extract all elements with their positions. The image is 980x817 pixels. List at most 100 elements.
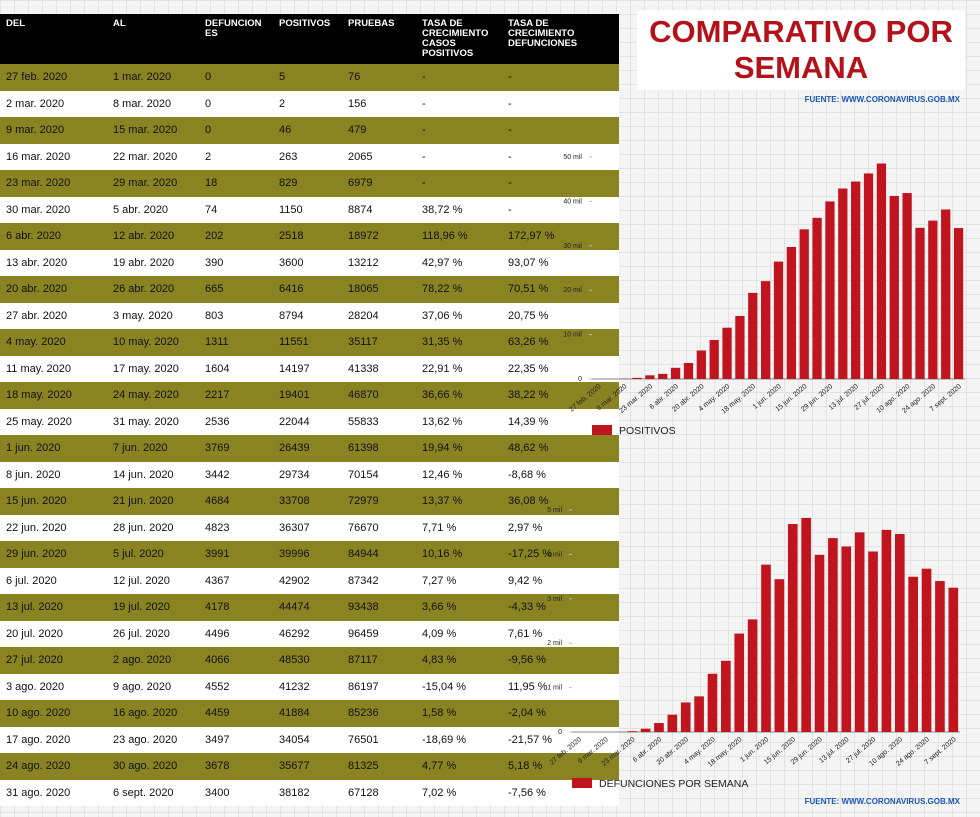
table-cell: 4178: [199, 594, 273, 621]
table-cell: -18,69 %: [416, 726, 502, 753]
table-cell: 7,27 %: [416, 567, 502, 594]
table-cell: -: [502, 143, 619, 170]
column-header: DEL: [0, 14, 107, 64]
bar: [902, 193, 912, 379]
bar: [921, 568, 932, 732]
table-cell: 9 ago. 2020: [107, 673, 199, 700]
table-cell: 31 may. 2020: [107, 408, 199, 435]
bar: [774, 579, 785, 732]
table-cell: 22,35 %: [502, 355, 619, 382]
table-cell: 4823: [199, 514, 273, 541]
bar: [667, 714, 678, 732]
table-row: 4 may. 2020 10 may. 2020 1311 11551 35117 31,…: [0, 329, 619, 356]
table-row: 8 jun. 2020 14 jun. 2020 3442 29734 70154 12,…: [0, 461, 619, 488]
table-cell: 3 may. 2020: [107, 302, 199, 329]
table-cell: 29 jun. 2020: [0, 541, 107, 568]
table-cell: 76670: [342, 514, 416, 541]
table-cell: 34054: [273, 726, 342, 753]
table-cell: -: [416, 64, 502, 91]
table-cell: 20 abr. 2020: [0, 276, 107, 303]
bar: [876, 163, 887, 379]
bar: [734, 633, 745, 732]
y-tick-label: 1 mil: [547, 685, 562, 692]
data-table: DEL AL DEFUNCIONES POSITIVOS PRUEBAS TASA DE …: [0, 14, 619, 806]
table-cell: 72979: [342, 488, 416, 515]
table-row: 16 mar. 2020 22 mar. 2020 2 263 2065- -: [0, 143, 619, 170]
table-cell: 81325: [342, 753, 416, 780]
table-cell: 19401: [273, 382, 342, 409]
table-cell: -15,04 %: [416, 673, 502, 700]
table-cell: 1311: [199, 329, 273, 356]
bar: [828, 538, 838, 732]
table-cell: 36307: [273, 514, 342, 541]
bar: [787, 524, 798, 732]
table-cell: 31 ago. 2020: [0, 779, 107, 806]
bar: [941, 209, 951, 379]
table-cell: 13 jul. 2020: [0, 594, 107, 621]
legend-swatch: [592, 425, 612, 435]
table-row: 22 jun. 2020 28 jun. 2020 4823 36307 76670 7,…: [0, 514, 619, 541]
table-cell: 26 abr. 2020: [107, 276, 199, 303]
table-cell: 1 mar. 2020: [107, 64, 199, 91]
table-cell: 2,97 %: [502, 514, 619, 541]
table-row: 1 jun. 2020 7 jun. 2020 3769 26439 61398 19,9…: [0, 435, 619, 462]
table-cell: 3497: [199, 726, 273, 753]
table-cell: 829: [273, 170, 342, 197]
y-tick-label: 40 mil: [563, 198, 582, 205]
table-cell: 10 may. 2020: [107, 329, 199, 356]
table-cell: 27 feb. 2020: [0, 64, 107, 91]
bar: [761, 281, 771, 379]
table-cell: 96459: [342, 620, 416, 647]
table-cell: 13,62 %: [416, 408, 502, 435]
table-cell: 5 jul. 2020: [107, 541, 199, 568]
table-row: 2 mar. 2020 8 mar. 2020 0 2 156- -: [0, 90, 619, 117]
table-cell: 10,16 %: [416, 541, 502, 568]
legend-label: POSITIVOS: [619, 425, 676, 437]
table-cell: 70154: [342, 461, 416, 488]
table-cell: 4,77 %: [416, 753, 502, 780]
bar: [707, 673, 718, 732]
bar: [709, 339, 719, 379]
table-cell: 18065: [342, 276, 416, 303]
table-cell: 41884: [273, 700, 342, 727]
table-cell: 13 abr. 2020: [0, 249, 107, 276]
table-cell: 24 ago. 2020: [0, 753, 107, 780]
table-cell: 6 sept. 2020: [107, 779, 199, 806]
table-cell: 9 mar. 2020: [0, 117, 107, 144]
table-cell: 2 ago. 2020: [107, 647, 199, 674]
table-cell: 4552: [199, 673, 273, 700]
table-cell: 14,39 %: [502, 408, 619, 435]
table-cell: 3 ago. 2020: [0, 673, 107, 700]
column-header: DEFUNCIONES: [199, 14, 273, 64]
bar: [632, 377, 642, 379]
table-cell: 4496: [199, 620, 273, 647]
table-cell: 38,22 %: [502, 382, 619, 409]
table-cell: 5 abr. 2020: [107, 196, 199, 223]
table-cell: 76501: [342, 726, 416, 753]
source: FUENTE: WWW.CORONAVIRUS.GOB.MX: [804, 95, 960, 104]
table-cell: 37,06 %: [416, 302, 502, 329]
table-cell: 48530: [273, 647, 342, 674]
table-cell: 63,26 %: [502, 329, 619, 356]
table-cell: 18: [199, 170, 273, 197]
table-cell: 3678: [199, 753, 273, 780]
table-cell: 46292: [273, 620, 342, 647]
table-cell: 35677: [273, 753, 342, 780]
bar: [786, 246, 796, 379]
table-cell: 3600: [273, 249, 342, 276]
table-cell: 22 jun. 2020: [0, 514, 107, 541]
table-row: 27 jul. 2020 2 ago. 2020 4066 48530 87117 4,8…: [0, 647, 619, 674]
bar: [735, 315, 745, 379]
table-cell: 11,95 %: [502, 673, 619, 700]
table-cell: 2217: [199, 382, 273, 409]
table-cell: 1,58 %: [416, 700, 502, 727]
table-cell: 31,35 %: [416, 329, 502, 356]
table-row: 23 mar. 2020 29 mar. 2020 18 829 6979- -: [0, 170, 619, 197]
bar: [868, 551, 878, 732]
table-row: 31 ago. 2020 6 sept. 2020 3400 38182 67128 7,…: [0, 779, 619, 806]
table-cell: 18972: [342, 223, 416, 250]
table-cell: -17,25 %: [502, 541, 619, 568]
table-cell: 85236: [342, 700, 416, 727]
